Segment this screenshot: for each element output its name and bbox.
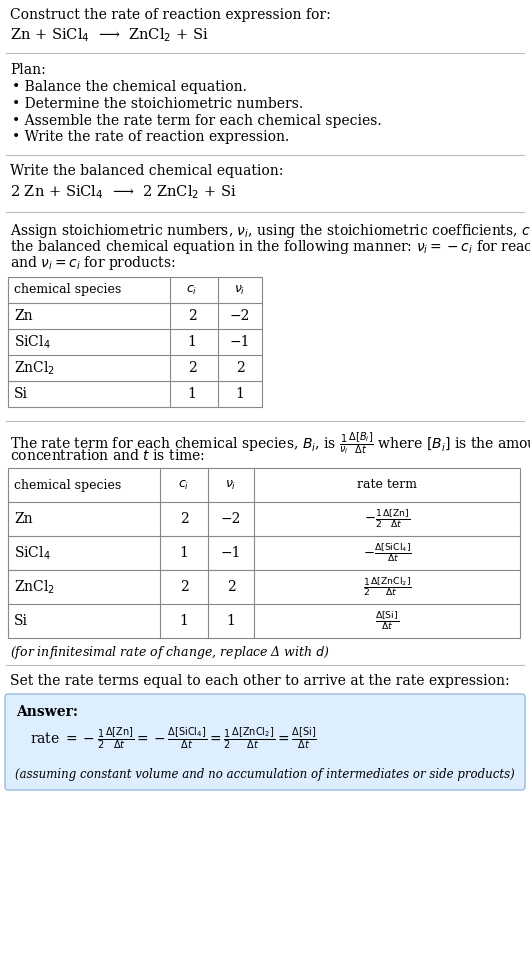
Text: 2: 2 [188,361,197,375]
Text: • Determine the stoichiometric numbers.: • Determine the stoichiometric numbers. [12,97,303,111]
Text: 2 Zn + SiCl$_4$  ⟶  2 ZnCl$_2$ + Si: 2 Zn + SiCl$_4$ ⟶ 2 ZnCl$_2$ + Si [10,183,237,201]
Text: 1: 1 [235,387,244,401]
Text: $\frac{\Delta[\mathrm{Si}]}{\Delta t}$: $\frac{\Delta[\mathrm{Si}]}{\Delta t}$ [375,610,399,632]
Text: chemical species: chemical species [14,283,121,297]
Text: Set the rate terms equal to each other to arrive at the rate expression:: Set the rate terms equal to each other t… [10,674,510,688]
Text: ZnCl$_2$: ZnCl$_2$ [14,359,55,377]
Text: 1: 1 [226,614,235,628]
Text: rate term: rate term [357,478,417,492]
Text: −2: −2 [230,309,250,323]
Text: 2: 2 [180,512,188,526]
FancyBboxPatch shape [5,694,525,790]
Text: Zn + SiCl$_4$  ⟶  ZnCl$_2$ + Si: Zn + SiCl$_4$ ⟶ ZnCl$_2$ + Si [10,26,209,44]
Text: • Assemble the rate term for each chemical species.: • Assemble the rate term for each chemic… [12,113,382,128]
Text: concentration and $t$ is time:: concentration and $t$ is time: [10,448,205,463]
Text: SiCl$_4$: SiCl$_4$ [14,545,51,562]
Text: the balanced chemical equation in the following manner: $\nu_i = -c_i$ for react: the balanced chemical equation in the fo… [10,238,530,256]
Text: $\nu_i$: $\nu_i$ [225,478,237,492]
Text: 1: 1 [188,387,197,401]
Text: −1: −1 [221,546,241,560]
Text: $-\frac{1}{2}\frac{\Delta[\mathrm{Zn}]}{\Delta t}$: $-\frac{1}{2}\frac{\Delta[\mathrm{Zn}]}{… [364,508,410,530]
Text: 1: 1 [188,335,197,349]
Text: SiCl$_4$: SiCl$_4$ [14,333,51,350]
Text: Si: Si [14,387,28,401]
Text: • Write the rate of reaction expression.: • Write the rate of reaction expression. [12,130,289,144]
Text: (assuming constant volume and no accumulation of intermediates or side products): (assuming constant volume and no accumul… [15,768,515,781]
Text: Construct the rate of reaction expression for:: Construct the rate of reaction expressio… [10,8,331,22]
Text: Zn: Zn [14,512,33,526]
Text: 2: 2 [236,361,244,375]
Text: 1: 1 [180,546,189,560]
Text: • Balance the chemical equation.: • Balance the chemical equation. [12,80,247,95]
Text: Si: Si [14,614,28,628]
Text: $c_i$: $c_i$ [179,478,190,492]
Text: $c_i$: $c_i$ [187,283,198,297]
Text: 1: 1 [180,614,189,628]
Text: The rate term for each chemical species, $B_i$, is $\frac{1}{\nu_i}\frac{\Delta[: The rate term for each chemical species,… [10,431,530,457]
Text: Assign stoichiometric numbers, $\nu_i$, using the stoichiometric coefficients, $: Assign stoichiometric numbers, $\nu_i$, … [10,222,530,239]
Text: 2: 2 [227,580,235,594]
Text: 2: 2 [180,580,188,594]
Text: Plan:: Plan: [10,63,46,77]
Text: ZnCl$_2$: ZnCl$_2$ [14,579,55,595]
Bar [8,468,520,638]
Bar [8,277,262,407]
Text: $-\frac{\Delta[\mathrm{SiCl_4}]}{\Delta t}$: $-\frac{\Delta[\mathrm{SiCl_4}]}{\Delta … [363,542,411,564]
Text: Zn: Zn [14,309,33,323]
Text: −1: −1 [229,335,250,349]
Text: $\frac{1}{2}\frac{\Delta[\mathrm{ZnCl_2}]}{\Delta t}$: $\frac{1}{2}\frac{\Delta[\mathrm{ZnCl_2}… [363,576,411,598]
Text: and $\nu_i = c_i$ for products:: and $\nu_i = c_i$ for products: [10,255,175,272]
Text: 2: 2 [188,309,197,323]
Text: chemical species: chemical species [14,478,121,492]
Text: Answer:: Answer: [16,705,78,719]
Text: rate $= -\frac{1}{2}\frac{\Delta[\mathrm{Zn}]}{\Delta t} = -\frac{\Delta[\mathrm: rate $= -\frac{1}{2}\frac{\Delta[\mathrm… [30,725,317,751]
Text: $\nu_i$: $\nu_i$ [234,283,246,297]
Text: (for infinitesimal rate of change, replace Δ with $d$): (for infinitesimal rate of change, repla… [10,644,330,661]
Text: Write the balanced chemical equation:: Write the balanced chemical equation: [10,165,284,179]
Text: −2: −2 [221,512,241,526]
